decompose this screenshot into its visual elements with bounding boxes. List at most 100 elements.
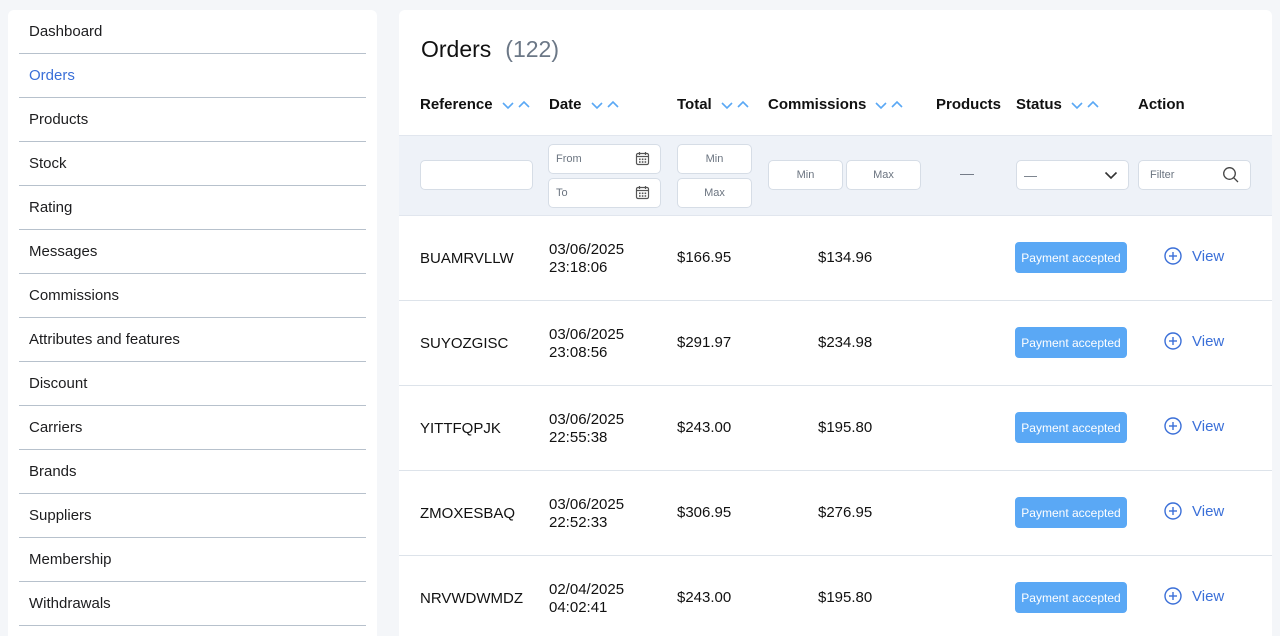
total-max-input[interactable]: Max [677,178,752,208]
row-date-time: 23:08:56 [549,344,608,361]
column-header-total: Total [677,96,750,113]
row-reference: YITTFQPJK [420,420,501,437]
row-date: 03/06/2025 22:55:38 [549,411,624,447]
view-label: View [1192,503,1225,520]
view-button[interactable]: View [1164,332,1224,351]
row-date-day: 03/06/2025 [549,496,625,513]
view-button[interactable]: View [1164,247,1224,266]
row-date-day: 03/06/2025 [549,326,625,343]
row-total: $291.97 [677,334,732,351]
commissions-min-input[interactable]: Min [768,160,843,190]
commissions-min-placeholder: Min [796,169,815,181]
sort-desc-icon[interactable] [720,100,734,110]
date-from-placeholder: From [556,153,582,165]
sidebar-item-stock[interactable]: Stock [19,142,366,186]
table-row[interactable]: YITTFQPJK 03/06/2025 22:55:38 $243.00 $1… [399,386,1272,471]
plus-circle-icon [1164,332,1182,350]
table-row[interactable]: BUAMRVLLW 03/06/2025 23:18:06 $166.95 $1… [399,216,1272,301]
row-date: 02/04/2025 04:02:41 [549,581,624,617]
sort-asc-icon[interactable] [606,100,620,110]
sidebar-item-orders[interactable]: Orders [19,54,366,98]
row-date-day: 03/06/2025 [549,411,625,428]
row-date: 03/06/2025 23:18:06 [549,241,624,277]
plus-circle-icon [1164,587,1182,605]
page-title: Orders [421,36,492,62]
row-reference: SUYOZGISC [420,335,509,352]
column-header-action: Action [1138,96,1185,113]
sidebar-item-commissions[interactable]: Commissions [19,274,366,318]
row-date-time: 22:52:33 [549,514,608,531]
row-date-day: 02/04/2025 [549,581,625,598]
total-max-placeholder: Max [704,187,725,199]
commissions-max-input[interactable]: Max [846,160,921,190]
sort-desc-icon[interactable] [590,100,604,110]
row-date-day: 03/06/2025 [549,241,625,258]
sidebar-item-withdrawals[interactable]: Withdrawals [19,582,366,626]
total-min-input[interactable]: Min [677,144,752,174]
sidebar-item-carriers[interactable]: Carriers [19,406,366,450]
column-header-products: Products [936,96,1001,113]
row-commissions: $134.96 [818,249,873,266]
action-filter-input[interactable]: Filter [1138,160,1251,190]
status-badge: Payment accepted [1015,497,1127,528]
date-to-input[interactable]: To [548,178,661,208]
orders-panel: Orders (122) Reference Date Total Commis… [399,10,1272,636]
sidebar-item-rating[interactable]: Rating [19,186,366,230]
sort-status[interactable] [1070,100,1100,110]
status-filter-select[interactable]: — [1016,160,1129,190]
reference-filter-input[interactable] [420,160,533,190]
sort-asc-icon[interactable] [517,100,531,110]
sidebar-item-discount[interactable]: Discount [19,362,366,406]
sidebar-item-membership[interactable]: Membership [19,538,366,582]
sidebar-item-products[interactable]: Products [19,98,366,142]
table-row[interactable]: NRVWDWMDZ 02/04/2025 04:02:41 $243.00 $1… [399,556,1272,636]
row-total: $306.95 [677,504,732,521]
plus-circle-icon [1164,417,1182,435]
sort-desc-icon[interactable] [1070,100,1084,110]
sort-asc-icon[interactable] [736,100,750,110]
table-row[interactable]: SUYOZGISC 03/06/2025 23:08:56 $291.97 $2… [399,301,1272,386]
status-badge: Payment accepted [1015,242,1127,273]
row-commissions: $234.98 [818,334,873,351]
column-label-status: Status [1016,96,1062,113]
sort-commissions[interactable] [874,100,904,110]
sort-reference[interactable] [501,100,531,110]
sort-asc-icon[interactable] [890,100,904,110]
row-date-time: 22:55:38 [549,429,608,446]
sort-total[interactable] [720,100,750,110]
sort-desc-icon[interactable] [501,100,515,110]
view-label: View [1192,333,1225,350]
column-label-reference: Reference [420,96,493,113]
view-button[interactable]: View [1164,417,1224,436]
row-commissions: $276.95 [818,504,873,521]
column-label-date: Date [549,96,582,113]
sidebar-item-suppliers[interactable]: Suppliers [19,494,366,538]
calendar-icon[interactable] [635,185,650,200]
view-label: View [1192,418,1225,435]
date-from-input[interactable]: From [548,144,661,174]
calendar-icon[interactable] [635,151,650,166]
sort-desc-icon[interactable] [874,100,888,110]
column-label-total: Total [677,96,712,113]
search-icon[interactable] [1222,166,1240,184]
sidebar-item-attributes[interactable]: Attributes and features [19,318,366,362]
row-commissions: $195.80 [818,589,873,606]
action-filter-placeholder: Filter [1150,169,1175,181]
sort-date[interactable] [590,100,620,110]
sidebar: Dashboard Orders Products Stock Rating M… [8,10,377,636]
sidebar-item-brands[interactable]: Brands [19,450,366,494]
column-header-date: Date [549,96,620,113]
plus-circle-icon [1164,502,1182,520]
commissions-max-placeholder: Max [873,169,894,181]
view-button[interactable]: View [1164,587,1224,606]
view-button[interactable]: View [1164,502,1224,521]
row-date: 03/06/2025 23:08:56 [549,326,624,362]
filter-bar: From To Min Max [399,135,1272,216]
sidebar-item-dashboard[interactable]: Dashboard [19,10,366,54]
sidebar-item-messages[interactable]: Messages [19,230,366,274]
row-reference: NRVWDWMDZ [420,590,524,607]
table-row[interactable]: ZMOXESBAQ 03/06/2025 22:52:33 $306.95 $2… [399,471,1272,556]
sort-asc-icon[interactable] [1086,100,1100,110]
view-label: View [1192,588,1225,605]
chevron-down-icon [1104,171,1118,180]
